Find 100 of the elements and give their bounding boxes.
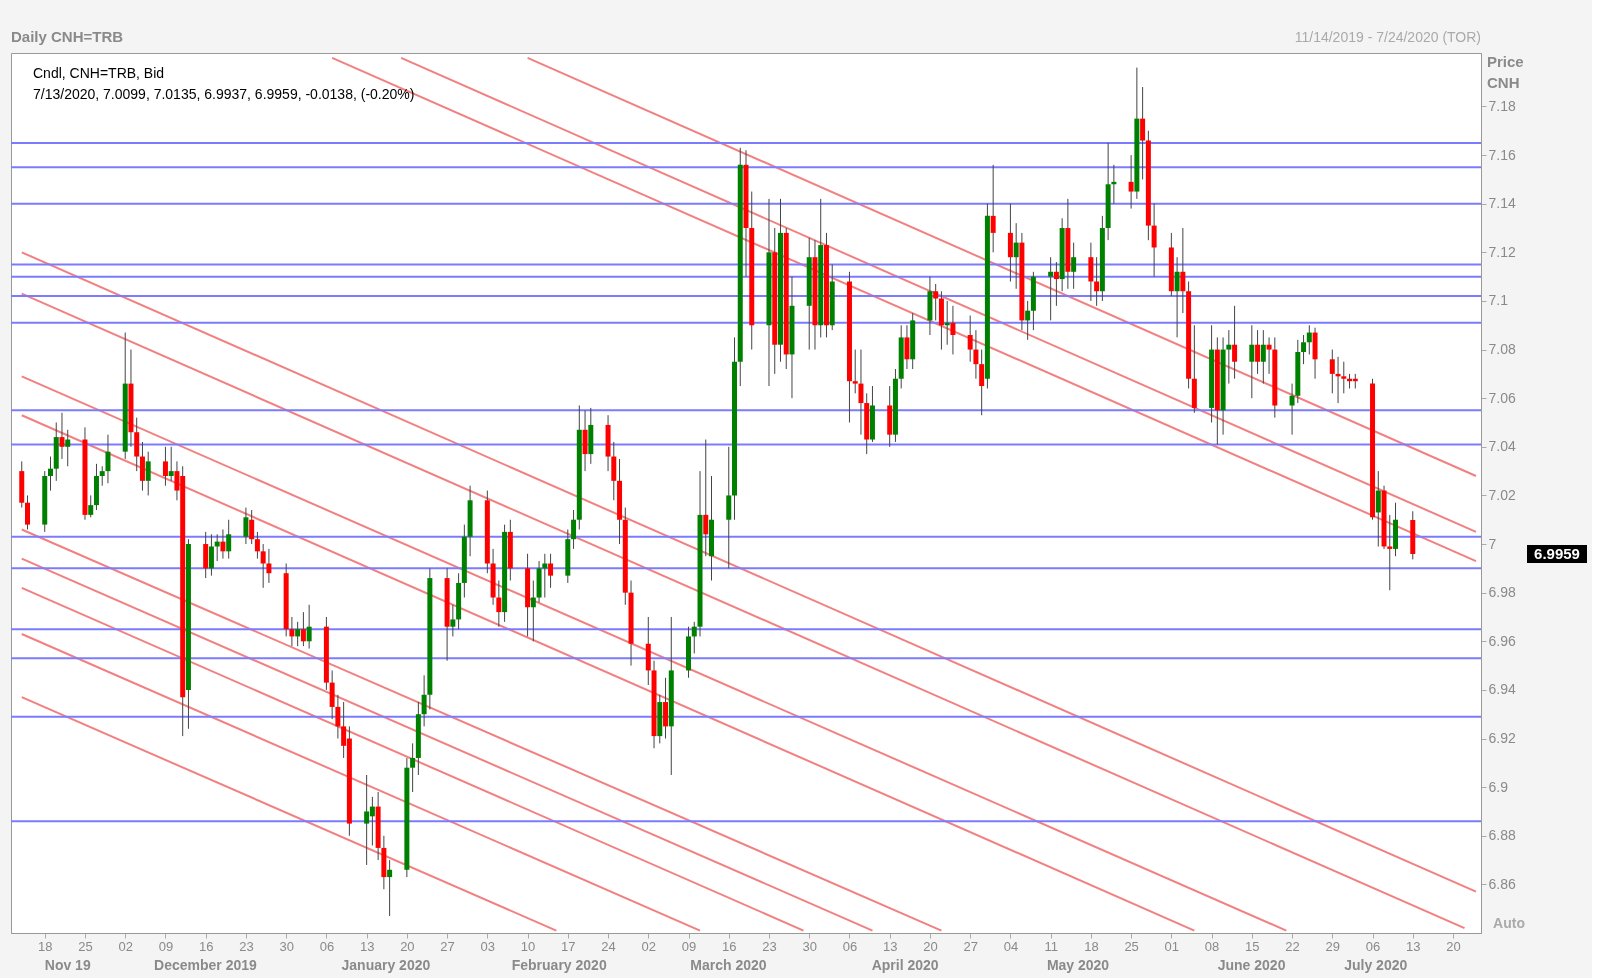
text: March 2020 bbox=[690, 957, 767, 973]
annotation: 7/13/2020, 7.0099, 7.0135, 6.9937, 6.9959, -0.0138, (-0.20%) bbox=[33, 86, 415, 102]
candlestick bbox=[967, 315, 973, 363]
candlestick bbox=[933, 283, 939, 321]
y-tick-label: 7.04 bbox=[1488, 438, 1516, 455]
candlestick bbox=[1289, 383, 1295, 436]
x-tick-label: 06 bbox=[319, 938, 335, 954]
candlestick bbox=[1053, 261, 1059, 307]
candlestick bbox=[421, 674, 427, 727]
text: 6.9959 bbox=[1534, 545, 1580, 563]
candlestick bbox=[1174, 256, 1180, 338]
candlestick bbox=[1128, 154, 1134, 210]
y-tick-label: 7.14 bbox=[1488, 195, 1516, 212]
candlestick bbox=[1387, 514, 1393, 591]
candlestick bbox=[65, 429, 71, 467]
candlestick bbox=[973, 329, 979, 380]
y-tick-label: 6.92 bbox=[1488, 730, 1516, 747]
x-tick-label: 23 bbox=[762, 938, 777, 954]
text: February 2020 bbox=[511, 957, 607, 973]
candlestick bbox=[226, 519, 232, 560]
x-tick-label: 20 bbox=[400, 938, 415, 954]
x-tick-label: 13 bbox=[882, 938, 898, 954]
candlestick bbox=[703, 439, 709, 557]
candlestick bbox=[1266, 336, 1272, 375]
text: January 2020 bbox=[341, 957, 431, 973]
text: April 2020 bbox=[871, 957, 939, 973]
x-tick-label: 27 bbox=[963, 938, 978, 954]
candlestick bbox=[1094, 256, 1100, 307]
candlestick bbox=[858, 349, 864, 436]
candlestick bbox=[300, 611, 306, 647]
y-axis-title: Price CNH bbox=[1487, 53, 1524, 91]
x-tick-label: 22 bbox=[1285, 938, 1300, 954]
candlestick bbox=[904, 324, 910, 370]
candlestick bbox=[47, 456, 53, 492]
x-tick-label: 06 bbox=[842, 938, 858, 954]
y-tick-label: 6.88 bbox=[1488, 827, 1516, 844]
x-tick-label: 20 bbox=[923, 938, 938, 954]
y-tick-label: 7 bbox=[1488, 535, 1497, 552]
candlestick bbox=[335, 694, 341, 740]
candlestick bbox=[979, 349, 985, 416]
candlestick bbox=[1341, 361, 1347, 394]
candlestick bbox=[1180, 227, 1186, 314]
candlestick bbox=[990, 164, 996, 253]
candlestick bbox=[254, 531, 260, 560]
x-tick-label: 27 bbox=[440, 938, 455, 954]
candlestick bbox=[548, 553, 554, 589]
candlestick bbox=[450, 604, 456, 637]
candlestick bbox=[1301, 334, 1307, 365]
x-tick-label: 25 bbox=[1124, 938, 1139, 954]
text: July 2020 bbox=[1344, 957, 1408, 973]
candlestick bbox=[168, 446, 174, 482]
x-tick-label: 18 bbox=[38, 938, 53, 954]
y-tick-label: 6.96 bbox=[1488, 632, 1516, 649]
candlestick bbox=[260, 543, 266, 589]
candlestick bbox=[162, 446, 168, 487]
x-tick-label: 04 bbox=[1003, 938, 1019, 954]
candlestick bbox=[306, 604, 312, 650]
x-tick-label: 09 bbox=[158, 938, 174, 954]
x-tick-label: 03 bbox=[480, 938, 496, 954]
candlestick bbox=[496, 580, 502, 628]
candlestick bbox=[25, 494, 30, 530]
candlestick bbox=[243, 507, 249, 545]
text: Auto bbox=[1493, 915, 1525, 931]
candlestick bbox=[1071, 242, 1077, 290]
candlestick bbox=[220, 528, 226, 560]
candlestick bbox=[145, 451, 151, 496]
candlestick bbox=[852, 349, 858, 394]
candlestick bbox=[691, 621, 697, 654]
candlestick bbox=[1255, 329, 1261, 375]
candlestick bbox=[88, 494, 94, 518]
x-tick-label: 11 bbox=[1044, 938, 1058, 954]
x-tick-label: 30 bbox=[802, 938, 817, 954]
candlestick bbox=[410, 742, 416, 793]
candlestick bbox=[1140, 86, 1146, 180]
candlestick bbox=[1249, 324, 1255, 399]
candlestick bbox=[571, 509, 577, 550]
x-tick-label: 08 bbox=[1204, 938, 1220, 954]
text: Nov 19 bbox=[44, 957, 91, 973]
x-tick-label: 25 bbox=[78, 938, 93, 954]
y-tick-label: 7.08 bbox=[1488, 341, 1516, 358]
y-tick-label: 7.1 bbox=[1488, 292, 1509, 309]
y-tick-label: 7.02 bbox=[1488, 486, 1516, 503]
text: May 2020 bbox=[1046, 957, 1110, 973]
candlestick bbox=[249, 509, 255, 545]
x-tick-label: 02 bbox=[641, 938, 657, 954]
candlestick bbox=[1025, 300, 1031, 341]
y-tick-label: 7.12 bbox=[1488, 243, 1516, 260]
annotation: Cndl, CNH=TRB, Bid bbox=[33, 65, 165, 81]
x-tick-label: 24 bbox=[601, 938, 616, 954]
y-tick-label: 6.9 bbox=[1488, 778, 1509, 795]
x-tick-label: 15 bbox=[1245, 938, 1260, 954]
candlestick bbox=[542, 553, 548, 599]
x-tick-label: 16 bbox=[722, 938, 737, 954]
y-tick-label: 6.98 bbox=[1488, 584, 1516, 601]
candlestick bbox=[1013, 222, 1019, 290]
x-tick-label: 29 bbox=[1325, 938, 1341, 954]
x-tick-label: 13 bbox=[359, 938, 375, 954]
candlestick bbox=[1375, 470, 1381, 547]
x-tick-label: 13 bbox=[1406, 938, 1421, 954]
y-tick-label: 7.18 bbox=[1488, 97, 1516, 114]
